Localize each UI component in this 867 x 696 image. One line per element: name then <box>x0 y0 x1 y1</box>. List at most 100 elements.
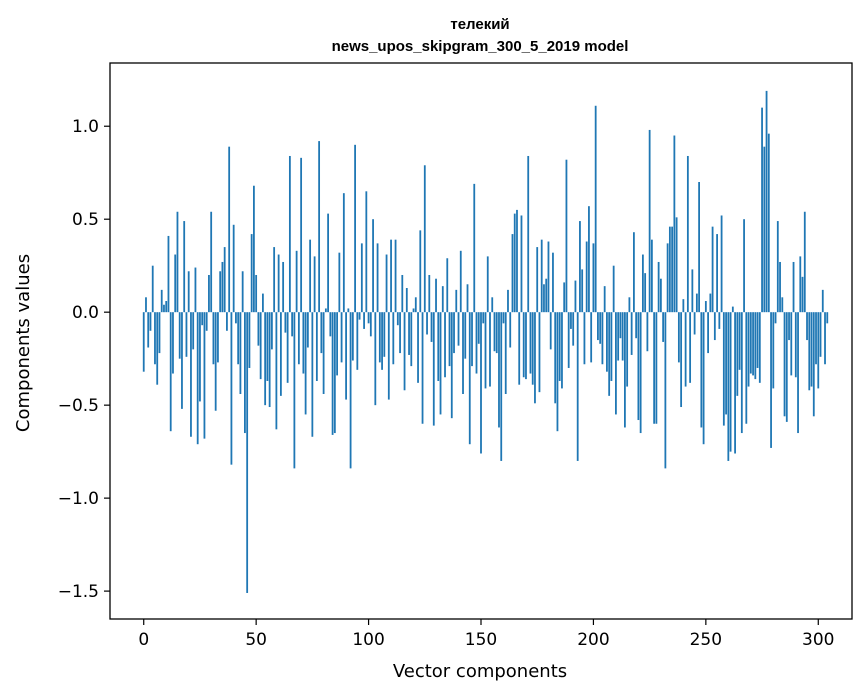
bar <box>444 312 446 378</box>
bar <box>394 239 397 313</box>
bar <box>709 293 712 313</box>
bar <box>821 289 824 313</box>
bar <box>360 243 363 313</box>
bar <box>767 133 770 313</box>
bar <box>790 312 793 376</box>
bar <box>320 312 323 354</box>
bar <box>606 312 608 372</box>
bar <box>266 312 269 381</box>
bar <box>646 312 649 352</box>
bar <box>545 278 548 313</box>
bar <box>538 312 541 393</box>
bar <box>668 226 671 313</box>
bar <box>529 312 532 374</box>
bar <box>192 312 195 350</box>
bar <box>282 261 285 313</box>
bar <box>650 239 653 313</box>
bar <box>543 284 545 313</box>
bar <box>480 312 482 454</box>
bar <box>358 312 361 320</box>
bar <box>693 312 696 335</box>
bar <box>513 213 516 313</box>
bar <box>158 312 161 354</box>
bar <box>518 312 521 385</box>
bar <box>570 312 572 329</box>
bar <box>657 261 660 313</box>
bar <box>345 312 347 400</box>
bar <box>318 141 321 313</box>
bar <box>824 312 826 365</box>
bar <box>740 312 743 434</box>
bar <box>752 312 754 376</box>
bar <box>196 312 199 445</box>
bar <box>291 312 294 337</box>
bar <box>428 274 431 313</box>
bar <box>172 312 174 374</box>
bar <box>493 312 496 352</box>
bar <box>689 312 692 383</box>
bar <box>181 312 183 409</box>
bar <box>405 288 408 313</box>
bar <box>662 312 665 342</box>
bar <box>383 312 386 357</box>
bar <box>745 312 748 424</box>
bar <box>635 312 638 339</box>
bar <box>381 312 383 370</box>
bar <box>774 312 777 324</box>
bar <box>351 312 354 361</box>
bar <box>145 297 147 313</box>
bar <box>293 312 296 469</box>
bar <box>401 274 404 313</box>
bar <box>700 312 703 428</box>
bar <box>347 308 350 313</box>
bar <box>300 157 303 313</box>
y-tick-label: 0.0 <box>72 303 99 323</box>
bar <box>423 165 426 313</box>
bar <box>498 312 500 428</box>
bar <box>203 312 206 439</box>
bar <box>772 312 775 389</box>
bar <box>486 256 489 313</box>
bar <box>675 217 678 313</box>
bar <box>779 261 781 313</box>
bar <box>187 271 190 313</box>
bar <box>477 312 480 344</box>
bar <box>612 265 615 313</box>
bar <box>408 312 410 355</box>
bar <box>633 232 635 313</box>
bar <box>516 209 518 313</box>
bar <box>799 256 802 313</box>
bar <box>682 299 685 313</box>
bar <box>235 312 237 324</box>
bar <box>743 219 745 313</box>
bar <box>482 312 485 324</box>
bar <box>435 278 437 313</box>
bar <box>556 312 559 432</box>
bar <box>754 312 757 380</box>
bar <box>244 312 246 434</box>
bar <box>794 312 797 378</box>
bar <box>641 254 644 313</box>
bar <box>286 312 289 383</box>
bar <box>500 312 503 461</box>
bar <box>597 312 599 341</box>
bar <box>806 312 808 341</box>
bar <box>459 250 462 313</box>
bar <box>581 269 584 313</box>
y-tick-label: 0.5 <box>72 210 99 230</box>
bar <box>583 312 586 365</box>
bar <box>576 312 579 461</box>
bar <box>770 312 772 448</box>
bar <box>306 312 309 348</box>
bar <box>372 219 374 313</box>
bar <box>731 306 734 313</box>
bar <box>624 312 626 428</box>
bar <box>392 312 395 365</box>
bar <box>572 312 575 346</box>
bar <box>356 312 359 370</box>
bar <box>749 312 752 374</box>
bar <box>803 211 806 313</box>
bar <box>711 226 714 313</box>
bar <box>262 293 264 313</box>
bar <box>217 312 219 363</box>
